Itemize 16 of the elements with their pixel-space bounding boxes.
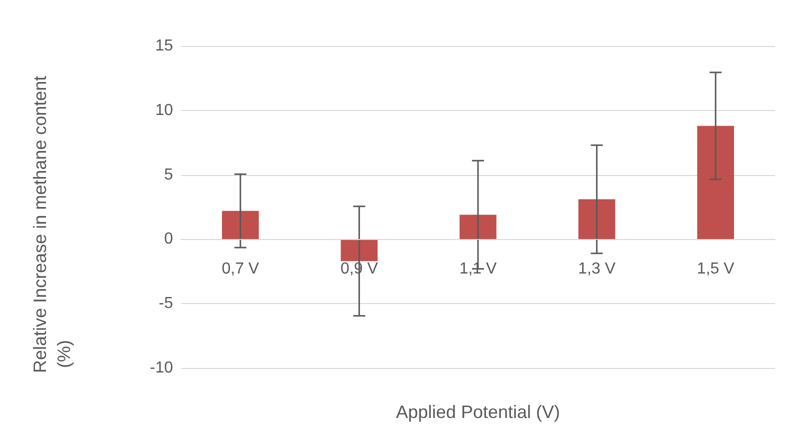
y-tick-label: 15	[155, 38, 174, 54]
bar	[697, 126, 734, 240]
y-tick-label: 5	[164, 166, 174, 184]
y-tick-label: 0	[164, 230, 174, 248]
x-tick-label: 1,5 V	[696, 260, 735, 278]
x-tick-label: 1,3 V	[578, 260, 616, 278]
x-axis-title: Applied Potential (V)	[396, 402, 560, 422]
y-tick-label: -10	[150, 360, 174, 376]
y-tick-label: 10	[155, 102, 174, 119]
x-tick-label: 0,7 V	[222, 260, 260, 278]
bar	[222, 210, 259, 240]
bar	[460, 214, 496, 240]
y-axis-title: Relative Increase in methane content (%)	[30, 76, 74, 373]
bar	[340, 239, 378, 262]
y-tick-label: -5	[158, 295, 174, 312]
bar	[578, 199, 616, 240]
